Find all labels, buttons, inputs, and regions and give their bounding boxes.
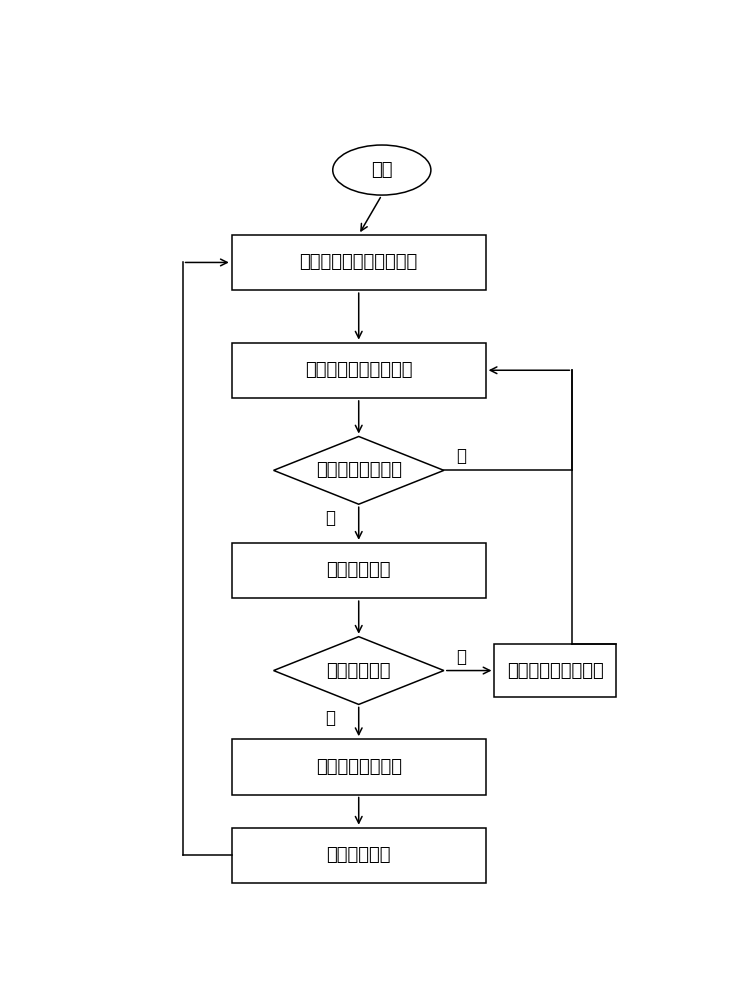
Bar bbox=[232, 343, 486, 398]
Text: 发送同步数据信息: 发送同步数据信息 bbox=[316, 758, 402, 776]
Text: 发送优先级设置为最低级: 发送优先级设置为最低级 bbox=[299, 253, 418, 271]
Text: 无损冲突检测: 无损冲突检测 bbox=[326, 561, 391, 579]
Bar bbox=[232, 543, 486, 598]
Bar bbox=[232, 739, 486, 795]
Bar bbox=[232, 235, 486, 290]
Text: 否: 否 bbox=[456, 648, 466, 666]
Text: 否: 否 bbox=[456, 447, 466, 465]
Text: 是否需要发送报文: 是否需要发送报文 bbox=[316, 461, 402, 479]
Text: 仲裁是否成功: 仲裁是否成功 bbox=[326, 662, 391, 680]
Text: 报文发送结束: 报文发送结束 bbox=[326, 846, 391, 864]
Text: 是: 是 bbox=[325, 509, 335, 527]
Text: 是: 是 bbox=[325, 709, 335, 727]
Text: 发送优先级提高一级: 发送优先级提高一级 bbox=[507, 662, 603, 680]
Text: 等待帧间空闲时间结束: 等待帧间空闲时间结束 bbox=[305, 361, 413, 379]
Bar bbox=[495, 644, 615, 697]
Text: 开始: 开始 bbox=[371, 161, 393, 179]
Bar bbox=[232, 828, 486, 883]
